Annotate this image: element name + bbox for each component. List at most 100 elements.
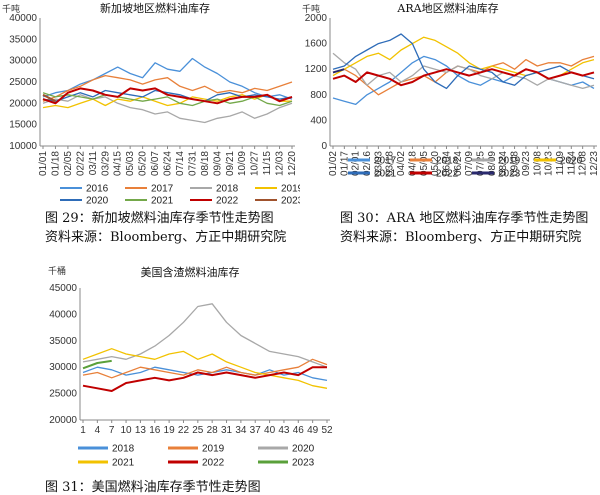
x-tick-label: 07/14 [175,151,186,176]
series-group [42,57,293,124]
y-tick-label: 20000 [49,415,77,426]
x-tick-label: 04/02 [396,151,407,176]
chart-ara-svg: ARA地区燃料油库存 千吨 0 400 800 1200 1600 2000 01/02 01/1… [302,1,600,180]
x-tick-label: 09/04 [212,151,223,176]
x-tick-label: 06/24 [163,151,174,176]
series-line-2021 [82,348,328,389]
legend-label-2022: 2022 [202,458,225,469]
legend-label-2020: 2020 [86,196,109,206]
legend-label-2021: 2021 [151,196,174,206]
chart-us-svg: 美国含渣燃料油库存 千桶 20000 25000 30000 35000 40000 4500… [48,265,333,469]
x-tick-label: 01/17 [339,151,350,176]
x-tick-label: 34 [235,425,247,436]
x-tick-label: 03/18 [385,151,396,176]
x-tick-label: 02/22 [75,151,86,176]
x-tick-label: 11/09 [555,151,566,176]
y-tick-label: 40000 [49,309,77,320]
x-tick-label: 05/03 [125,151,136,176]
x-tick-label: 09/21 [225,151,236,176]
x-tick-label: 46 [293,425,305,436]
x-tick-label: 7 [109,425,115,436]
legend-label-2017: 2017 [374,156,397,167]
x-tick-label: 05/20 [430,151,441,176]
y-tick-label: 40000 [9,13,37,24]
y-unit-label: 千吨 [2,3,20,15]
chart-title: 美国含渣燃料油库存 [141,265,240,279]
x-tick-label: 10/08 [532,151,543,176]
series-line-2022 [42,87,293,105]
x-tick-label: 31 [221,425,233,436]
series-line-2020 [332,36,595,80]
x-tick-label: 06/24 [453,151,464,176]
legend-label-2020: 2020 [292,444,315,455]
x-tick-label: 43 [278,425,290,436]
y-tick-label: 25000 [49,389,77,400]
legend-label-2018: 2018 [436,156,459,167]
series-line-2016 [42,57,293,100]
x-tick-label: 37 [250,425,262,436]
x-tick-label: 19 [164,425,176,436]
x-tick-label: 07/31 [187,151,198,176]
x-tick-label: 08/18 [200,151,211,176]
x-tick-label: 02/01 [351,151,362,176]
y-tick-label: 400 [310,115,327,126]
x-tick-label: 49 [307,425,319,436]
x-tick-label: 03/03 [373,151,384,176]
series-line-2022 [332,68,595,87]
y-tick-label: 25000 [9,77,37,88]
series-line-2018 [332,55,595,96]
caption-fig30: 图 30：ARA 地区燃料油库存季节性走势图 [340,211,589,226]
x-tick-label: 08/24 [498,151,509,176]
caption-src29: 资料来源：Bloomberg、方正中期研究院 [45,230,287,245]
y-tick-label: 15000 [9,120,37,131]
legend-label-2023: 2023 [292,458,315,469]
y-tick-label: 20000 [9,98,37,109]
x-tick-label: 10 [120,425,132,436]
y-tick-label: 30000 [49,362,77,373]
x-tick-label: 22 [178,425,190,436]
x-tick-label: 01/01 [38,151,49,176]
legend-label-2018: 2018 [112,444,135,455]
legend-label-2018: 2018 [216,184,239,195]
x-tick-label: 52 [321,425,333,436]
legend-label-2023: 2023 [498,169,521,180]
series-line-2020 [82,303,328,368]
y-tick-label: 10000 [9,141,37,152]
x-tick-label: 06/07 [150,151,161,176]
chart-title: ARA地区燃料油库存 [396,1,498,15]
x-tick-label: 11/24 [566,151,577,176]
y-tick-label: 800 [310,90,327,101]
x-tick-label: 02/05 [63,151,74,176]
x-tick-label: 02/16 [362,151,373,176]
y-tick-label: 35000 [9,34,37,45]
x-tick-label: 12/03 [275,151,286,176]
y-tick-label: 45000 [49,283,77,294]
legend-label-2021: 2021 [374,169,397,180]
x-tick-label: 40 [264,425,276,436]
legend-label-2017: 2017 [151,184,174,195]
series-line-2023 [82,359,112,370]
series-line-2018 [42,94,293,124]
x-tick-label: 10/27 [250,151,261,176]
x-tick-label: 08/09 [487,151,498,176]
x-tick-label: 03/11 [88,151,99,176]
series-line-2021 [332,33,595,90]
x-tick-label: 07/25 [476,151,487,176]
y-tick-label: 35000 [49,336,77,347]
chart-singapore: 新加坡地区燃料油库存 千吨 10000 15000 20000 25000 30000 350… [0,0,300,205]
x-tick-label: 03/29 [100,151,111,176]
x-tick-label: 10/09 [237,151,248,176]
caption-fig31: 图 31：美国燃料油库存季节性走势图 [45,480,261,495]
y-tick-label: 0 [321,141,327,152]
series-line-2020 [42,89,293,102]
legend-label-2019: 2019 [281,184,300,195]
y-tick-label: 1600 [305,39,328,50]
y-tick-label: 1200 [305,64,328,75]
series-line-2021 [42,92,293,107]
y-tick-label: 30000 [9,56,37,67]
chart-us: 美国含渣燃料油库存 千桶 20000 25000 30000 35000 40000 4500… [40,258,340,473]
x-tick-label: 04/18 [407,151,418,176]
series-line-2022 [82,366,327,392]
chart-title: 新加坡地区燃料油库存 [100,1,210,15]
x-tick-label: 12/23 [589,151,600,176]
